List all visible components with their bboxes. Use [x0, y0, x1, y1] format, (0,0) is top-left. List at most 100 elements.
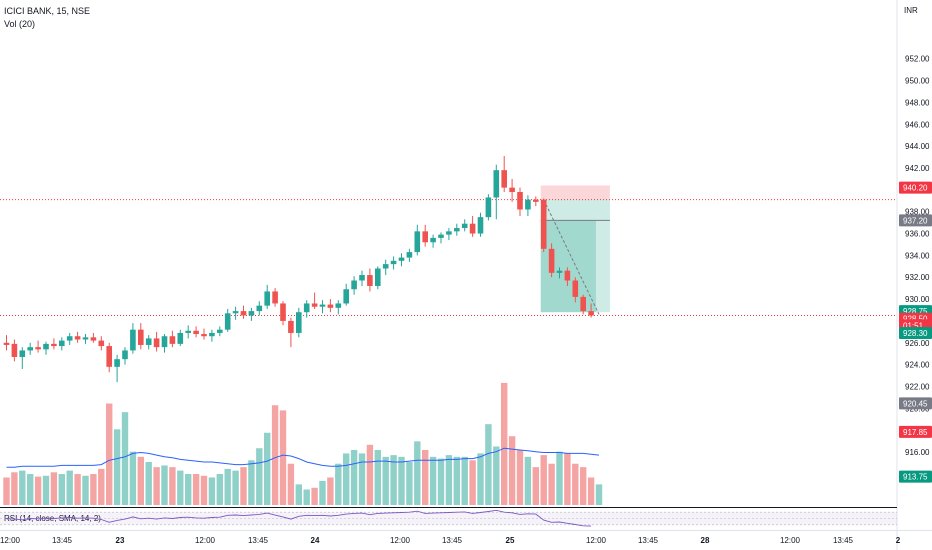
volume-bar: [121, 412, 129, 505]
volume-bar: [548, 463, 555, 505]
candle-body: [35, 347, 41, 350]
y-tick-label: 922.00: [905, 382, 930, 391]
volume-bar: [185, 474, 192, 505]
x-tick-label: 12:00: [195, 536, 216, 545]
volume-bar: [279, 410, 287, 505]
volume-bar: [532, 467, 539, 505]
candle-body: [280, 303, 286, 321]
price-label-text: 913.75: [903, 473, 928, 482]
y-tick-label: 950.00: [905, 77, 930, 86]
candle-body: [572, 280, 579, 297]
candle-body: [438, 234, 444, 238]
price-label-text: 01:51: [903, 321, 924, 330]
volume-bar: [327, 477, 334, 505]
x-tick-label: 13:45: [248, 536, 269, 545]
y-tick-label: 930.00: [905, 295, 930, 304]
volume-bar: [477, 453, 484, 505]
volume-bar: [461, 456, 468, 505]
price-label-text: 937.20: [903, 216, 928, 225]
volume-bar: [82, 475, 89, 505]
volume-bar: [335, 463, 342, 505]
candle-body: [375, 268, 381, 286]
volume-bar: [58, 474, 65, 505]
candle-body: [525, 199, 531, 210]
candle-body: [169, 336, 176, 344]
candle-body: [272, 291, 278, 304]
x-tick-label: 25: [506, 536, 515, 545]
price-label-box: [899, 470, 932, 483]
volume-bar: [524, 456, 532, 505]
y-tick-label: 926.00: [905, 339, 930, 348]
volume-bar: [90, 474, 97, 505]
candle-body: [517, 192, 523, 210]
candle-body: [422, 231, 428, 243]
volume-bar: [587, 477, 595, 505]
candle-body: [161, 336, 168, 348]
candle-body: [564, 270, 571, 281]
volume-bar: [106, 403, 113, 505]
candle-body: [122, 350, 128, 360]
currency-label: INR: [904, 6, 918, 15]
candle-body: [501, 170, 507, 188]
volume-bar: [161, 465, 168, 505]
volume-bar: [556, 451, 563, 505]
candle-body: [90, 337, 97, 341]
volume-bar: [66, 470, 73, 505]
volume-bar: [469, 460, 476, 505]
volume-bar: [74, 474, 81, 505]
candle-body: [43, 343, 49, 350]
volume-bar: [398, 456, 405, 505]
volume-bar: [453, 456, 460, 505]
y-tick-label: 932.00: [905, 273, 930, 282]
volume-bar: [19, 470, 26, 505]
price-label-box: [899, 326, 932, 339]
candle-body: [201, 334, 207, 337]
candle-body: [367, 275, 373, 286]
candle-body: [145, 338, 152, 345]
candle-body: [382, 264, 389, 269]
volume-bar: [508, 436, 516, 505]
candle-body: [98, 340, 105, 347]
candle-body: [556, 270, 563, 273]
candle-body: [580, 296, 586, 312]
candle-body: [19, 350, 26, 357]
volume-bar: [485, 424, 492, 505]
candle-body: [311, 303, 318, 307]
x-tick-label: 12:00: [390, 536, 411, 545]
price-label-text: 920.45: [903, 399, 928, 408]
candle-body: [74, 336, 81, 340]
volume-bar: [564, 453, 571, 505]
volume-bar: [406, 462, 413, 505]
candle-body: [414, 231, 421, 253]
trade-path-line: [543, 199, 600, 315]
volume-bar: [264, 432, 271, 505]
y-tick-label: 942.00: [905, 164, 930, 173]
volume-bar: [34, 476, 42, 505]
volume-bar: [350, 449, 358, 505]
y-tick-label: 924.00: [905, 361, 930, 370]
volume-bar: [303, 489, 310, 505]
x-tick-label: 13:45: [442, 536, 463, 545]
candle-body: [509, 187, 515, 193]
chart-title: ICICI BANK, 15, NSE: [4, 6, 91, 16]
candle-body: [303, 303, 310, 313]
x-tick-label: 23: [116, 536, 125, 545]
volume-bar: [493, 446, 500, 505]
candle-body: [390, 260, 397, 265]
candle-body: [3, 342, 10, 345]
x-tick-label: 24: [311, 536, 320, 545]
volume-bar: [422, 449, 429, 505]
candle-body: [343, 289, 349, 304]
volume-bar: [216, 474, 223, 505]
candle-body: [548, 248, 555, 273]
candle-body: [533, 199, 539, 202]
candle-body: [185, 330, 191, 333]
volume-bar: [311, 487, 318, 505]
volume-bar: [137, 456, 144, 505]
volume-bar: [390, 455, 397, 505]
price-label-text: 928.75: [903, 307, 928, 316]
x-tick-label: 12:00: [586, 536, 607, 545]
candle-body: [469, 223, 476, 234]
candle-body: [296, 312, 302, 333]
